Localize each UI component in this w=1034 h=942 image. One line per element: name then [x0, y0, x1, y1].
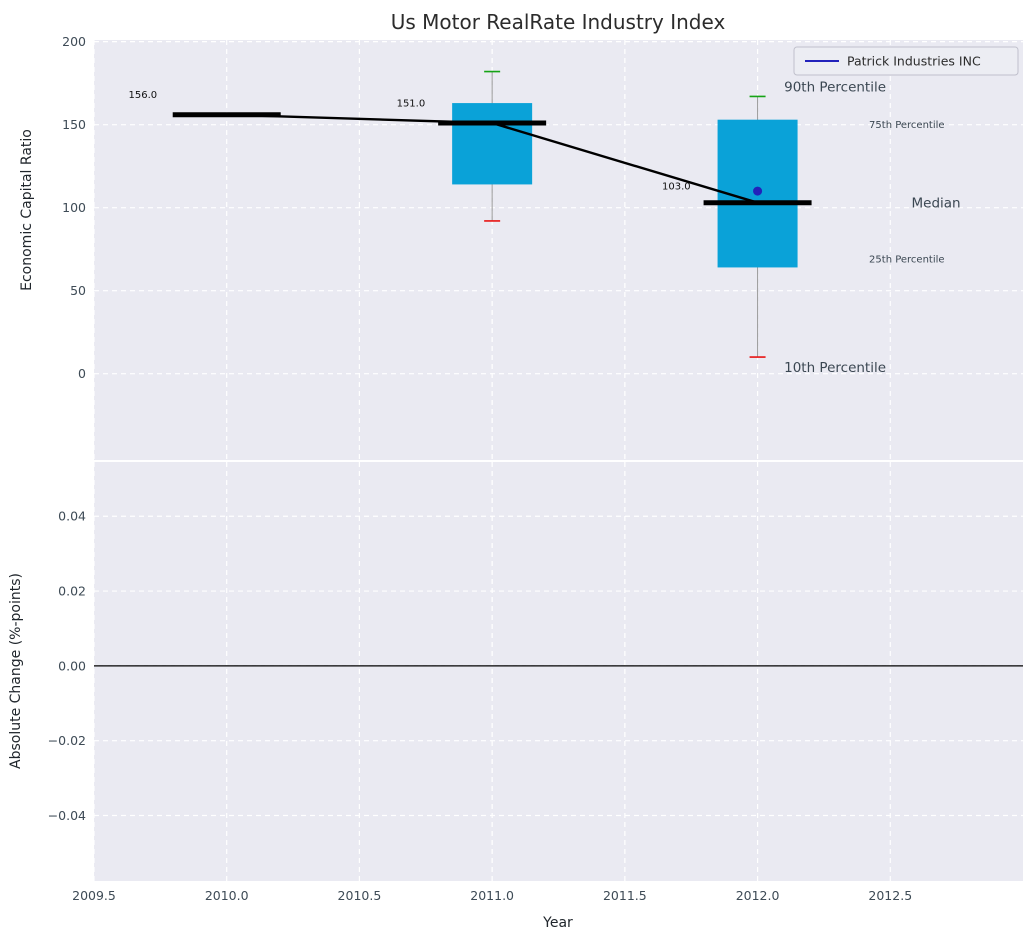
bottom-y-tick-label: −0.02 [48, 733, 86, 748]
top-y-tick-label: 0 [78, 366, 86, 381]
top-y-tick-label: 100 [62, 200, 86, 215]
x-tick-label: 2012.0 [736, 888, 780, 903]
percentile-annotation: 10th Percentile [784, 360, 886, 376]
legend-label: Patrick Industries INC [847, 54, 981, 69]
x-tick-label: 2011.5 [603, 888, 647, 903]
iqr-box [452, 103, 533, 185]
x-axis-label: Year [542, 915, 573, 931]
top-axes-background [94, 40, 1023, 460]
percentile-annotation: 25th Percentile [869, 254, 945, 265]
bottom-y-axis-label: Absolute Change (%-points) [8, 573, 24, 769]
legend: Patrick Industries INC [793, 46, 1019, 76]
chart-title: Us Motor RealRate Industry Index [391, 10, 726, 34]
bottom-axes-background [94, 462, 1023, 881]
top-y-tick-label: 50 [70, 283, 86, 298]
percentile-annotation: 90th Percentile [784, 79, 886, 95]
bottom-y-tick-label: 0.04 [58, 509, 86, 524]
median-value-label: 156.0 [129, 90, 158, 101]
x-tick-label: 2012.5 [868, 888, 912, 903]
median-value-label: 103.0 [662, 181, 691, 192]
plot-layer: 0 50 100 150 200 2009.5 2010.0 2010.5 2011.0 2011… [48, 34, 1023, 903]
legend-box [793, 46, 1019, 76]
top-y-axis-label: Economic Capital Ratio [19, 129, 35, 291]
bottom-y-tick-label: 0.02 [58, 584, 86, 599]
x-tick-label: 2009.5 [72, 888, 116, 903]
percentile-annotation: Median [912, 196, 961, 212]
median-value-label: 151.0 [397, 98, 426, 109]
top-y-tick-label: 200 [62, 34, 86, 49]
percentile-annotation: 75th Percentile [869, 120, 945, 131]
bottom-y-tick-label: −0.04 [48, 808, 86, 823]
top-y-tick-label: 150 [62, 117, 86, 132]
x-tick-label: 2010.5 [338, 888, 382, 903]
company-point [753, 186, 763, 196]
x-tick-label: 2010.0 [205, 888, 249, 903]
bottom-y-tick-label: 0.00 [58, 658, 86, 673]
x-tick-label: 2011.0 [470, 888, 514, 903]
